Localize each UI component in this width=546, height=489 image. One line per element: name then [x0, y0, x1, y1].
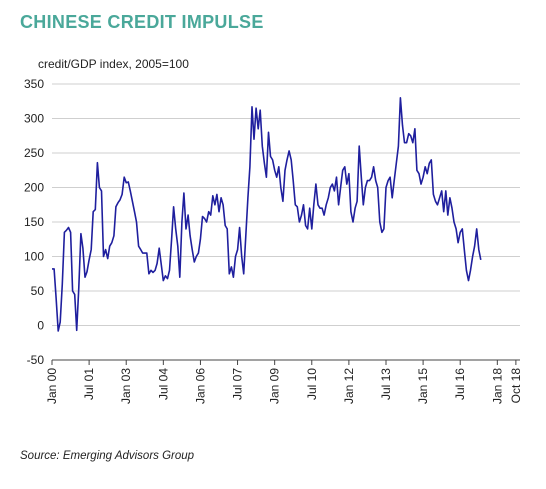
x-tick-label: Jul 13 [379, 368, 393, 400]
x-tick-label: Jan 12 [342, 368, 356, 404]
source-note: Source: Emerging Advisors Group [20, 450, 195, 462]
x-tick-label: Jan 18 [490, 368, 504, 404]
gridlines [52, 83, 520, 361]
y-tick-label: 200 [24, 181, 44, 195]
x-tick-label: Jul 07 [231, 368, 245, 400]
y-tick-label: 50 [31, 284, 45, 298]
x-tick-label: Jul 10 [305, 368, 319, 400]
x-tick-label: Jan 00 [45, 368, 59, 404]
y-axis-ticks: -50 0 50 100 150 200 250 300 350 [24, 77, 44, 367]
chart-title: CHINESE CREDIT IMPULSE [20, 12, 264, 32]
series-line [52, 97, 482, 332]
x-tick-label: Oct 18 [509, 368, 523, 404]
y-tick-label: 0 [37, 319, 44, 333]
y-tick-label: 150 [24, 215, 44, 229]
series-layer [52, 97, 482, 332]
x-axis-ticks: Jan 00 Jul 01 Jan 03 Jul 04 Jan 06 Jul 07 Jan … [45, 360, 523, 404]
x-tick-label: Jul 04 [156, 368, 170, 400]
x-tick-label: Jan 09 [268, 368, 282, 404]
y-tick-label: 250 [24, 146, 44, 160]
y-tick-label: 100 [24, 250, 44, 264]
x-tick-label: Jan 06 [193, 368, 207, 404]
x-tick-label: Jan 03 [119, 368, 133, 404]
y-tick-label: 300 [24, 112, 44, 126]
y-tick-label: -50 [27, 353, 45, 367]
x-tick-label: Jul 16 [453, 368, 467, 400]
x-tick-label: Jan 15 [416, 368, 430, 404]
x-tick-label: Jul 01 [82, 368, 96, 400]
y-axis-unit-label: credit/GDP index, 2005=100 [38, 57, 189, 71]
y-tick-label: 350 [24, 77, 44, 91]
